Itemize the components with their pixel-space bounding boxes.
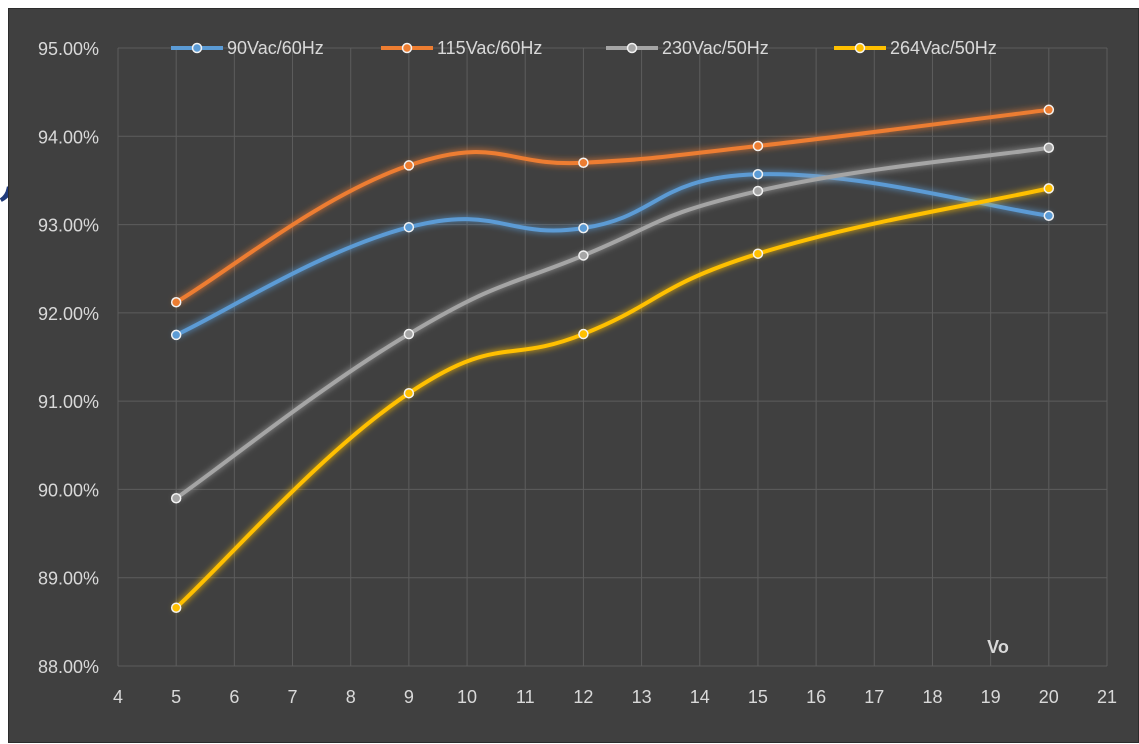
y-tick-label: 93.00% xyxy=(38,216,99,236)
x-tick-label: 8 xyxy=(346,687,356,707)
legend: 90Vac/60Hz 115Vac/60Hz 230Vac/50Hz 264Vac/5… xyxy=(171,38,997,58)
x-tick-label: 15 xyxy=(748,687,768,707)
x-tick-label: 9 xyxy=(404,687,414,707)
data-point xyxy=(170,297,182,308)
data-point xyxy=(578,328,589,340)
x-tick-label: 20 xyxy=(1039,687,1059,707)
series-1 xyxy=(170,168,1055,341)
y-tick-label: 92.00% xyxy=(38,304,99,324)
legend-swatch-marker xyxy=(854,42,866,54)
x-tick-label: 10 xyxy=(457,687,477,707)
y-tick-label: 89.00% xyxy=(38,569,99,589)
legend-swatch-marker xyxy=(401,42,413,54)
data-point xyxy=(170,329,182,341)
series-line xyxy=(174,107,1051,305)
line-chart: 4 5 6 7 8 9 10 11 12 13 14 15 16 17 18 19 20 21 88.00% 89.0… xyxy=(38,38,1117,707)
data-point xyxy=(578,250,589,261)
x-tick-label: 17 xyxy=(864,687,884,707)
data-point xyxy=(752,168,764,180)
data-point xyxy=(578,157,589,169)
y-tick-label: 95.00% xyxy=(38,39,99,59)
series-3 xyxy=(170,142,1055,504)
series-2 xyxy=(170,104,1055,308)
x-tick-label: 7 xyxy=(288,687,298,707)
x-tick-label: 12 xyxy=(573,687,593,707)
y-tick-label: 88.00% xyxy=(38,657,99,677)
data-point xyxy=(1043,210,1055,221)
y-tick-label: 94.00% xyxy=(38,127,99,147)
x-tick-label: 19 xyxy=(981,687,1001,707)
data-point xyxy=(170,493,182,504)
y-tick-label: 90.00% xyxy=(38,480,99,500)
data-point xyxy=(1043,183,1055,194)
x-tick-label: 6 xyxy=(229,687,239,707)
y-tick-label: 91.00% xyxy=(38,392,99,412)
data-point xyxy=(752,185,764,197)
data-point xyxy=(403,328,415,340)
x-tick-label: 4 xyxy=(113,687,123,707)
data-point xyxy=(403,160,415,171)
x-tick-label: 11 xyxy=(516,687,535,707)
legend-label: 90Vac/60Hz xyxy=(227,38,324,58)
data-point xyxy=(403,221,415,233)
legend-label: 115Vac/60Hz xyxy=(437,38,542,58)
x-tick-label: 5 xyxy=(171,687,181,707)
series-4 xyxy=(170,183,1055,613)
x-axis-label: Vo xyxy=(987,637,1009,657)
x-tick-label: 18 xyxy=(922,687,942,707)
data-point xyxy=(403,387,415,399)
data-point xyxy=(752,248,764,259)
legend-item: 264Vac/50Hz xyxy=(834,38,997,58)
data-point xyxy=(170,602,182,613)
axes: 4 5 6 7 8 9 10 11 12 13 14 15 16 17 18 19 20 21 88.00% 89.0… xyxy=(38,39,1117,707)
x-tick-label: 16 xyxy=(806,687,826,707)
x-tick-label: 14 xyxy=(690,687,710,707)
legend-item: 115Vac/60Hz xyxy=(381,38,542,58)
legend-label: 264Vac/50Hz xyxy=(890,38,997,58)
series-line xyxy=(174,172,1051,337)
legend-swatch-marker xyxy=(191,42,203,54)
chart-frame: 4 5 6 7 8 9 10 11 12 13 14 15 16 17 18 19 20 21 88.00% 89.0… xyxy=(8,8,1139,743)
legend-item: 90Vac/60Hz xyxy=(171,38,324,58)
series-group xyxy=(170,104,1055,613)
data-point xyxy=(1043,104,1055,116)
x-tick-label: 13 xyxy=(632,687,652,707)
legend-swatch-marker xyxy=(626,42,638,54)
data-point xyxy=(752,140,764,152)
grid xyxy=(117,47,1108,667)
x-tick-label: 21 xyxy=(1097,687,1117,707)
legend-label: 230Vac/50Hz xyxy=(662,38,769,58)
legend-item: 230Vac/50Hz xyxy=(606,38,769,58)
data-point xyxy=(1043,142,1055,154)
data-point xyxy=(578,222,589,234)
series-line xyxy=(174,186,1051,610)
